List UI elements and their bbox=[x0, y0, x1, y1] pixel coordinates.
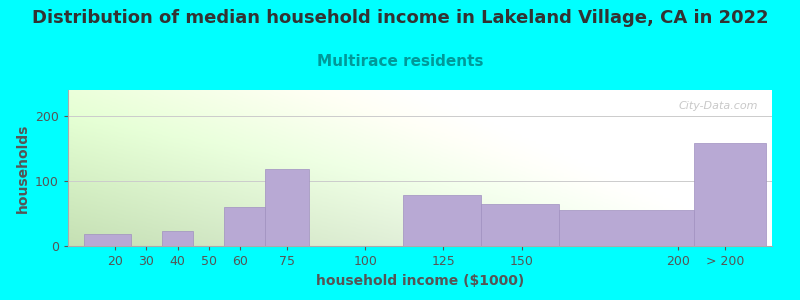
Bar bbox=[402, 195, 481, 246]
Text: Multirace residents: Multirace residents bbox=[317, 54, 483, 69]
Bar bbox=[559, 210, 694, 246]
Text: City-Data.com: City-Data.com bbox=[678, 101, 758, 111]
Bar bbox=[84, 234, 130, 246]
Bar bbox=[265, 169, 309, 246]
Bar bbox=[225, 207, 265, 246]
Bar bbox=[694, 143, 766, 246]
Text: Distribution of median household income in Lakeland Village, CA in 2022: Distribution of median household income … bbox=[32, 9, 768, 27]
Bar bbox=[481, 204, 559, 246]
Bar bbox=[162, 231, 193, 246]
X-axis label: household income ($1000): household income ($1000) bbox=[316, 274, 524, 288]
Y-axis label: households: households bbox=[15, 123, 30, 213]
